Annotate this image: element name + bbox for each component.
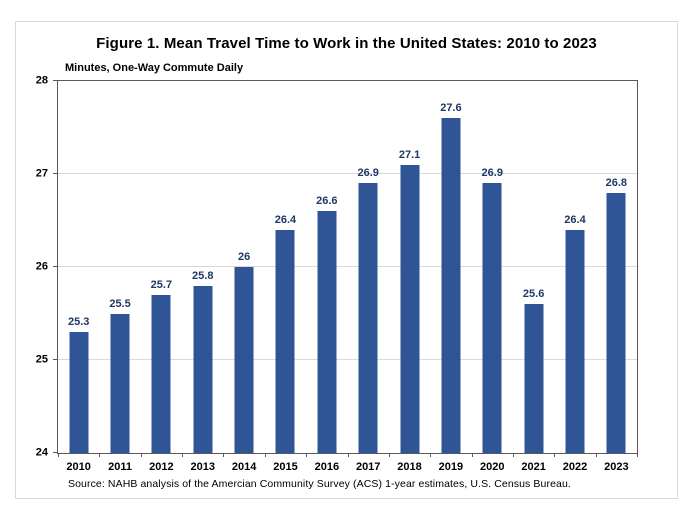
x-tick-label: 2013 — [190, 461, 215, 473]
x-tick-label: 2019 — [438, 461, 464, 473]
x-tick-mark — [637, 453, 638, 457]
x-tick-label: 2021 — [521, 461, 546, 473]
x-tick-label: 2018 — [397, 461, 422, 473]
bar-groups: 25.3 2010 25.5 2011 25.7 2012 25.8 2013 26 2014 26… — [58, 81, 637, 474]
bar-value-label: 26.8 — [605, 176, 628, 189]
bar-group: 26 2014 — [223, 81, 264, 474]
y-axis-unit-label: Minutes, One-Way Commute Daily — [65, 62, 244, 74]
gridline — [58, 266, 637, 267]
x-tick-label: 2010 — [66, 461, 91, 473]
y-tick-label: 27 — [35, 167, 48, 180]
x-tick-label: 2022 — [562, 461, 588, 473]
x-tick-label: 2016 — [314, 461, 340, 473]
x-tick-mark — [471, 453, 473, 457]
x-tick-mark — [347, 453, 349, 457]
plot-area: 24 25 26 27 28 25.3 2010 25.5 2011 25.7 2012 25.8 20… — [36, 75, 638, 474]
y-tick-label: 28 — [35, 74, 48, 87]
bar-group: 25.3 2010 — [58, 81, 99, 473]
gridline — [58, 359, 637, 360]
x-tick-label: 2015 — [273, 461, 298, 473]
x-tick-mark — [554, 453, 556, 457]
y-tick-mark — [53, 452, 58, 453]
bar — [524, 304, 544, 453]
bar-group: 25.6 2021 — [513, 81, 554, 473]
bar — [441, 118, 461, 453]
y-tick-label: 24 — [35, 446, 48, 459]
bar-value-label: 25.6 — [522, 288, 545, 301]
bar-group: 26.9 2020 — [472, 81, 513, 473]
x-tick-mark — [264, 453, 266, 457]
bar-group: 27.1 2018 — [389, 81, 430, 473]
bar-group: 25.5 2011 — [99, 81, 140, 473]
gridline — [58, 173, 637, 174]
x-tick-mark — [512, 453, 514, 457]
x-tick-mark — [58, 453, 59, 457]
x-tick-mark — [430, 453, 432, 457]
bar — [69, 332, 89, 453]
bar-group: 26.8 2023 — [596, 81, 637, 473]
bar-value-label: 26.4 — [274, 213, 297, 226]
bar-group: 26.4 2015 — [265, 81, 306, 473]
bar-group: 25.7 2012 — [141, 81, 182, 473]
x-tick-mark — [306, 453, 308, 457]
bar-value-label: 26 — [237, 251, 251, 263]
bar-group: 27.6 2019 — [430, 81, 471, 473]
y-tick-label: 25 — [35, 353, 48, 366]
bar-value-label: 26.4 — [564, 213, 586, 226]
x-tick-mark — [182, 453, 184, 457]
bar-value-label: 26.9 — [357, 167, 379, 180]
bar-group: 26.9 2017 — [348, 81, 389, 473]
bar-group: 25.8 2013 — [182, 81, 223, 473]
bar — [151, 294, 171, 453]
bar — [193, 285, 213, 453]
x-tick-mark — [99, 453, 101, 457]
x-tick-label: 2014 — [231, 461, 257, 473]
bar-value-label: 27.6 — [440, 102, 462, 115]
bar — [317, 211, 337, 453]
x-tick-label: 2023 — [604, 461, 629, 473]
bar-group: 26.6 2016 — [306, 81, 347, 473]
bar-value-label: 26.9 — [481, 167, 503, 180]
bar-value-label: 25.3 — [67, 316, 90, 329]
bar-value-label: 25.8 — [192, 269, 214, 282]
x-tick-mark — [140, 453, 142, 457]
x-tick-mark — [223, 453, 225, 457]
x-tick-label: 2011 — [108, 461, 132, 473]
y-tick-mark — [53, 80, 58, 81]
bar — [400, 164, 420, 453]
bar-value-label: 26.6 — [316, 195, 338, 208]
y-tick-label: 26 — [35, 260, 48, 273]
x-tick-mark — [595, 453, 597, 457]
bar — [482, 183, 502, 453]
bar — [358, 183, 378, 453]
x-tick-label: 2012 — [149, 461, 174, 473]
chart-title: Figure 1. Mean Travel Time to Work in th… — [96, 35, 597, 52]
bar-group: 26.4 2022 — [554, 81, 595, 473]
x-tick-mark — [388, 453, 390, 457]
bar-value-label: 25.7 — [150, 278, 173, 291]
y-tick-mark — [53, 173, 58, 174]
x-tick-label: 2020 — [480, 461, 505, 473]
source-note: Source: NAHB analysis of the Amercian Co… — [68, 478, 571, 490]
bar — [275, 229, 295, 453]
figure-card: Figure 1. Mean Travel Time to Work in th… — [15, 21, 678, 499]
bar — [234, 267, 254, 453]
bar-value-label: 27.1 — [398, 148, 421, 161]
bar — [606, 192, 626, 453]
bar — [565, 229, 585, 453]
bar-value-label: 25.5 — [109, 297, 131, 310]
x-tick-label: 2017 — [355, 461, 381, 473]
bar — [110, 313, 130, 453]
y-tick-mark — [53, 266, 58, 267]
y-tick-mark — [53, 359, 58, 360]
